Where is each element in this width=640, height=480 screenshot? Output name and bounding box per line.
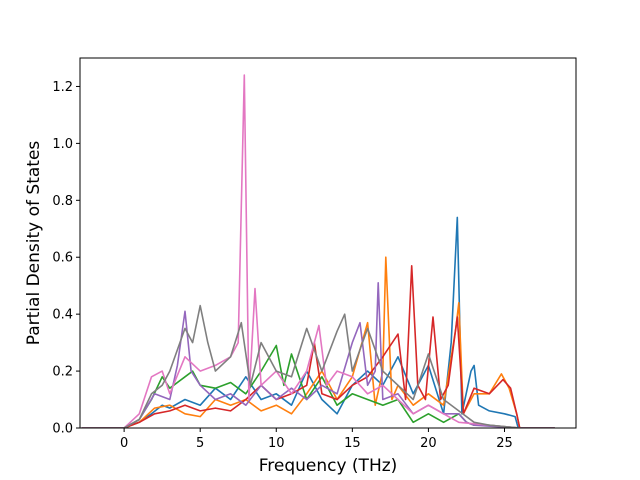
x-axis-label: Frequency (THz): [259, 456, 398, 476]
y-tick-label: 0.4: [52, 308, 73, 323]
series-line-5: [81, 281, 555, 428]
y-tick-label: 1.0: [52, 137, 73, 152]
plot-frame: [79, 57, 577, 429]
x-tick-label: 10: [268, 436, 285, 451]
x-tick-label: 20: [420, 436, 437, 451]
series-layer: [81, 74, 555, 428]
series-line-2: [81, 256, 555, 428]
x-tick-label: 25: [496, 436, 513, 451]
x-tick-label: 0: [120, 436, 128, 451]
x-tick-label: 15: [344, 436, 361, 451]
x-tick-label: 5: [196, 436, 204, 451]
y-tick-label: 1.2: [52, 80, 73, 95]
x-axis-ticks: 0 5 10 15 20 25: [120, 428, 513, 451]
y-tick-label: 0.6: [52, 251, 73, 266]
y-axis-label: Partial Density of States: [24, 141, 44, 346]
y-axis-ticks: 0.0 0.2 0.4 0.6 0.8 1.0 1.2: [52, 80, 80, 437]
y-tick-label: 0.2: [52, 365, 73, 380]
y-tick-label: 0.8: [52, 194, 73, 209]
series-line-4: [81, 264, 555, 428]
series-line-7: [81, 304, 555, 428]
y-tick-label: 0.0: [52, 422, 73, 437]
series-line-6: [81, 74, 555, 428]
